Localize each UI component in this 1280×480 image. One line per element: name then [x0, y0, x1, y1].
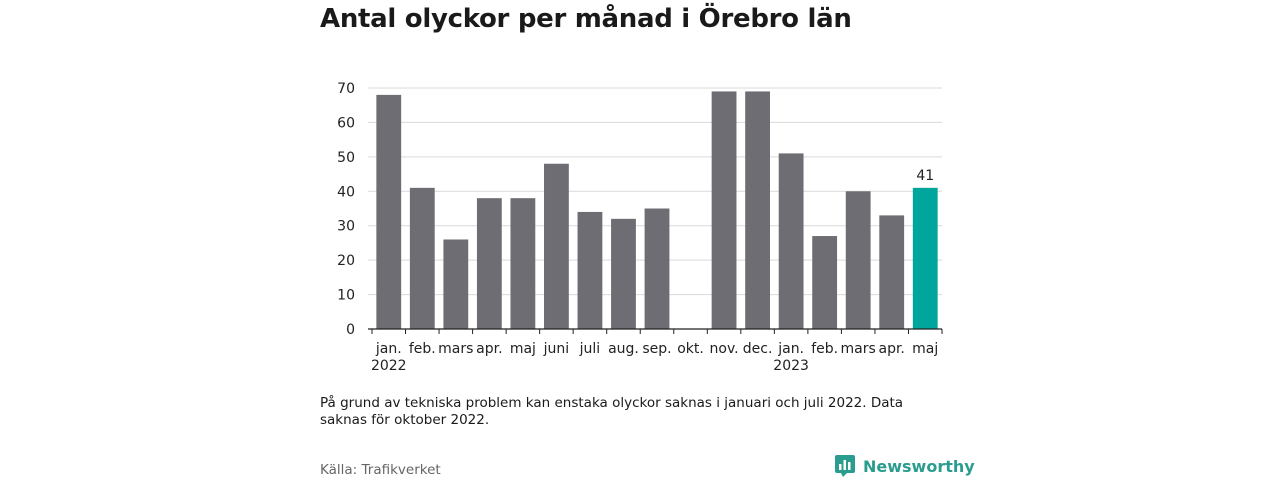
x-tick-label: dec. [743, 341, 773, 357]
bar [745, 91, 770, 329]
x-tick-label: jan. [777, 341, 804, 357]
bar [845, 191, 871, 329]
y-tick-label: 20 [337, 253, 355, 269]
bar [644, 208, 670, 329]
x-tick-label: mars [438, 341, 473, 357]
y-tick-label: 70 [337, 81, 355, 97]
source-credit: Källa: Trafikverket [320, 462, 441, 478]
data-labels: 41 [916, 168, 934, 184]
y-tick-label: 0 [346, 322, 355, 338]
bar [544, 163, 569, 329]
chart-footnote: På grund av tekniska problem kan enstaka… [320, 395, 904, 428]
bar [376, 94, 402, 329]
x-tick-label: feb. [811, 341, 838, 357]
bar [778, 153, 804, 329]
brand-name: Newsworthy [863, 456, 975, 476]
x-tick-label: nov. [710, 341, 739, 357]
x-tick-label: apr. [879, 341, 905, 357]
year-label: 2023 [773, 358, 809, 374]
x-axis: jan. feb. mars apr. maj juni juli aug. sep. okt. n… [368, 328, 943, 374]
bar [611, 218, 636, 329]
x-tick-label: mars [841, 341, 876, 357]
x-tick-label: apr. [476, 341, 502, 357]
x-tick-label: aug. [608, 341, 639, 357]
bar [409, 187, 435, 329]
bar [510, 198, 536, 329]
brand-logo[interactable]: Newsworthy [835, 455, 975, 477]
year-label: 2022 [371, 358, 407, 374]
data-label: 41 [916, 168, 934, 184]
y-tick-label: 40 [337, 184, 355, 200]
x-tick-label: maj [912, 341, 938, 357]
x-tick-label: maj [510, 341, 536, 357]
x-tick-label: feb. [409, 341, 436, 357]
x-tick-label: jan. [375, 341, 402, 357]
bar [476, 198, 502, 329]
bar [879, 215, 905, 329]
bars [376, 91, 938, 329]
y-tick-label: 10 [337, 288, 355, 304]
y-tick-label: 50 [337, 150, 355, 166]
y-axis-ticks: 0 10 20 30 40 50 60 70 [337, 81, 355, 338]
x-tick-label: juli [579, 341, 601, 357]
bar [711, 91, 737, 329]
x-tick-label: juni [543, 341, 570, 357]
bar [443, 239, 469, 329]
bar [912, 187, 938, 329]
y-tick-label: 30 [337, 219, 355, 235]
chart-title: Antal olyckor per månad i Örebro län [320, 4, 852, 34]
y-tick-label: 60 [337, 115, 355, 131]
x-tick-label: okt. [677, 341, 704, 357]
x-tick-label: sep. [642, 341, 671, 357]
newsworthy-logo-icon [835, 455, 855, 477]
bar [577, 211, 603, 329]
bar [812, 236, 838, 329]
